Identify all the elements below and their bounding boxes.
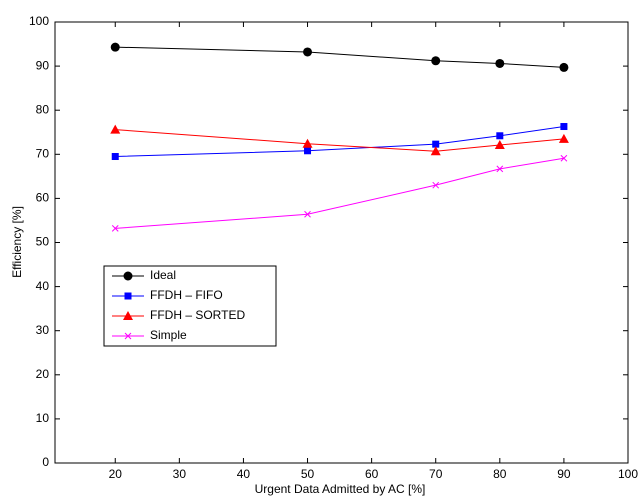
x-tick-label: 40	[237, 467, 251, 481]
marker	[111, 225, 119, 232]
y-tick-label: 60	[36, 191, 50, 205]
marker	[495, 58, 505, 68]
x-tick-label: 20	[109, 467, 123, 481]
y-tick-label: 100	[29, 14, 49, 28]
marker	[123, 271, 133, 281]
y-tick-label: 90	[36, 58, 50, 72]
legend-box	[103, 265, 277, 347]
x-tick-label: 50	[301, 467, 315, 481]
y-axis-label: Efficiency [%]	[10, 206, 24, 278]
x-tick-label: 80	[493, 467, 507, 481]
marker	[304, 210, 311, 218]
marker	[432, 181, 440, 189]
marker	[431, 56, 441, 66]
marker	[496, 165, 504, 173]
marker	[302, 138, 313, 148]
marker	[560, 154, 568, 162]
marker	[110, 124, 121, 134]
legend-label: Simple	[150, 328, 187, 342]
marker	[124, 332, 132, 340]
legend-label: Ideal	[150, 268, 176, 282]
marker	[560, 123, 568, 131]
y-tick-label: 30	[36, 323, 50, 337]
marker	[496, 132, 504, 140]
marker	[111, 153, 119, 161]
marker	[123, 311, 133, 320]
x-tick-label: 100	[618, 467, 638, 481]
series-line	[115, 157, 564, 229]
y-tick-label: 0	[42, 455, 49, 469]
y-tick-label: 80	[36, 102, 50, 116]
series-line	[115, 126, 564, 158]
marker	[432, 140, 440, 148]
y-tick-label: 50	[36, 235, 50, 249]
y-tick-label: 40	[36, 279, 50, 293]
x-axis-label: Urgent Data Admitted by AC [%]	[255, 482, 426, 496]
plot-frame	[54, 21, 629, 464]
marker	[303, 47, 313, 57]
x-tick-label: 30	[173, 467, 187, 481]
legend-label: FFDH – FIFO	[150, 288, 223, 302]
x-tick-label: 70	[429, 467, 443, 481]
marker	[110, 42, 120, 52]
marker	[559, 62, 569, 72]
x-tick-label: 60	[365, 467, 379, 481]
y-tick-label: 70	[36, 146, 50, 160]
legend-label: FFDH – SORTED	[150, 308, 245, 322]
marker	[494, 140, 505, 150]
y-tick-label: 10	[36, 411, 50, 425]
marker	[124, 292, 132, 300]
marker	[304, 147, 312, 155]
y-tick-label: 20	[36, 367, 50, 381]
x-tick-label: 90	[557, 467, 571, 481]
marker	[430, 146, 441, 156]
marker	[558, 133, 569, 143]
